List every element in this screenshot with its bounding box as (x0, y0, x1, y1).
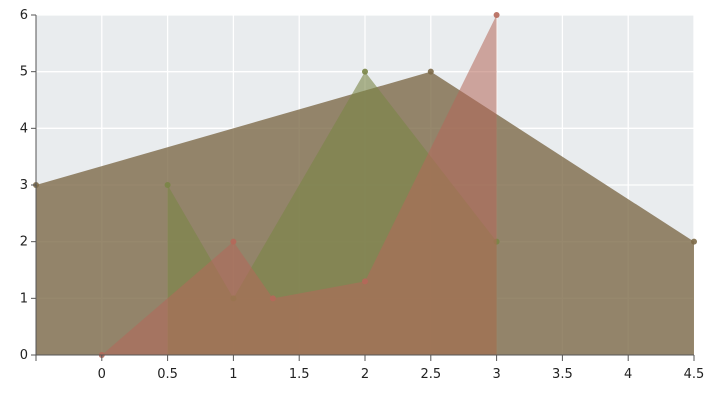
series-1-point-2 (691, 238, 697, 245)
y-tick-label-5: 5 (20, 65, 28, 80)
x-tick-label-8: 4 (624, 367, 632, 382)
x-tick-label-9: 4.5 (684, 367, 705, 382)
x-tick-label-1: 0.5 (157, 367, 178, 382)
series-3-point-3 (362, 278, 368, 285)
series-3 (98, 12, 500, 358)
x-tick-label-5: 2.5 (420, 367, 441, 382)
y-tick-label-2: 2 (20, 235, 28, 250)
x-tick-label-0: 0 (98, 367, 106, 382)
series-2-point-0 (164, 182, 171, 188)
x-tick-label-6: 3 (492, 367, 500, 382)
series-3-point-1 (230, 238, 237, 245)
y-tick-label-4: 4 (20, 121, 28, 136)
y-tick-label-6: 6 (20, 8, 28, 23)
series-2-point-2 (362, 68, 368, 75)
series-3-point-2 (269, 295, 276, 302)
x-tick-label-2: 1 (229, 367, 237, 382)
series-1-point-1 (427, 68, 434, 75)
tick-labels: 0 1 2 3 4 5 6 0 0.5 1 1.5 2 2.5 3 3.5 4 4.5 (20, 8, 705, 382)
x-tick-label-4: 2 (361, 367, 369, 382)
x-tick-label-7: 3.5 (552, 367, 573, 382)
y-tick-label-0: 0 (20, 348, 28, 363)
series-3-area (101, 15, 497, 355)
series-3-point-4 (493, 12, 500, 18)
x-tick-label-3: 1.5 (289, 367, 310, 382)
y-tick-label-1: 1 (20, 291, 28, 306)
y-tick-label-3: 3 (20, 178, 28, 193)
series-areas (33, 12, 697, 358)
